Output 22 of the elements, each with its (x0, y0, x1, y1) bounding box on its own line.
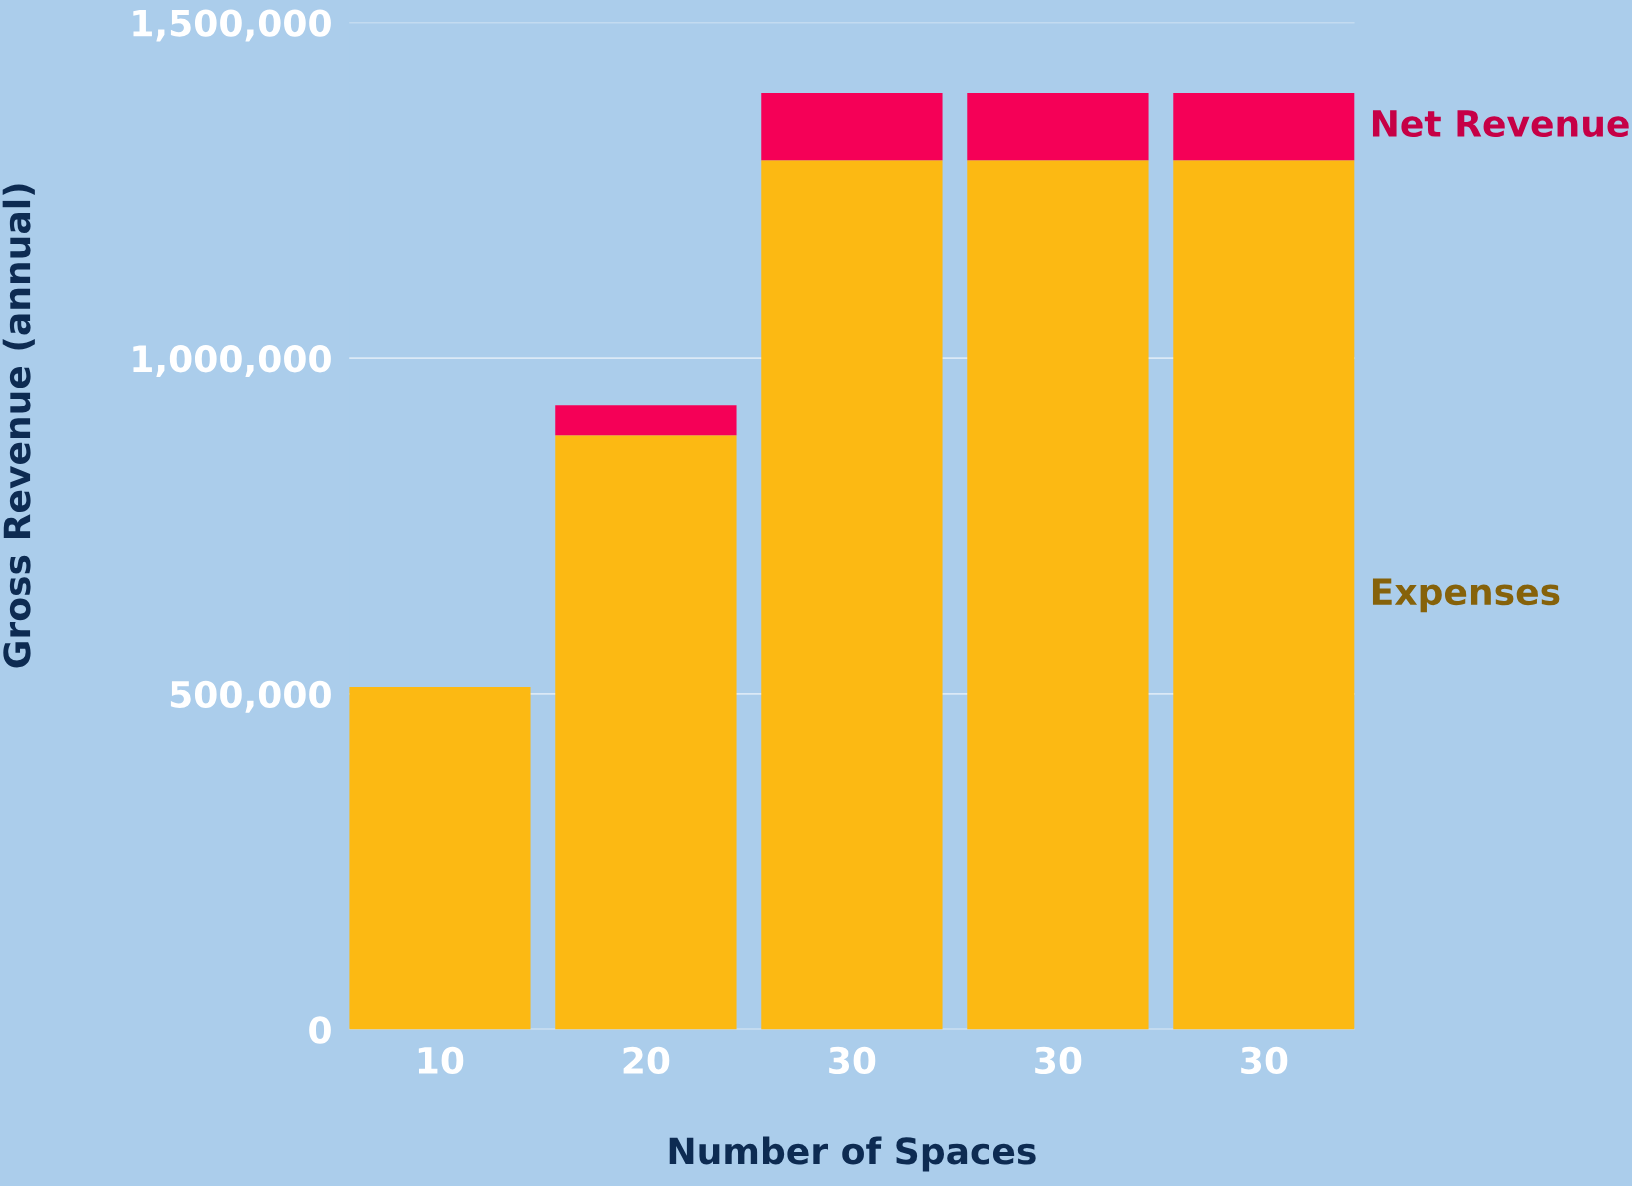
series-label: Net Revenue (1372, 110, 1629, 138)
y-tick-label: 1,500,000 (133, 9, 331, 42)
bar (349, 687, 531, 1030)
x-tick-label: 10 (418, 1046, 464, 1075)
bar (967, 93, 1149, 161)
x-tick-label: 30 (1241, 1046, 1288, 1075)
y-tick-label: 1,000,000 (133, 345, 331, 378)
x-tick-label: 30 (1035, 1046, 1082, 1075)
x-tick-label: 30 (829, 1046, 876, 1075)
x-tick-label: 20 (623, 1046, 670, 1075)
series-label: Expenses (1372, 578, 1560, 613)
bar (1173, 160, 1355, 1030)
y-tick-label: 500,000 (170, 680, 331, 713)
bar (761, 93, 943, 161)
bar (761, 160, 943, 1030)
bar (555, 435, 737, 1030)
x-axis-title: Number of Spaces (669, 1136, 1036, 1172)
y-axis-title: Gross Revenue (annual) (2, 184, 35, 668)
y-tick-label: 0 (309, 1016, 331, 1044)
bar (967, 160, 1149, 1030)
bar (1173, 93, 1355, 161)
bar (555, 405, 737, 436)
